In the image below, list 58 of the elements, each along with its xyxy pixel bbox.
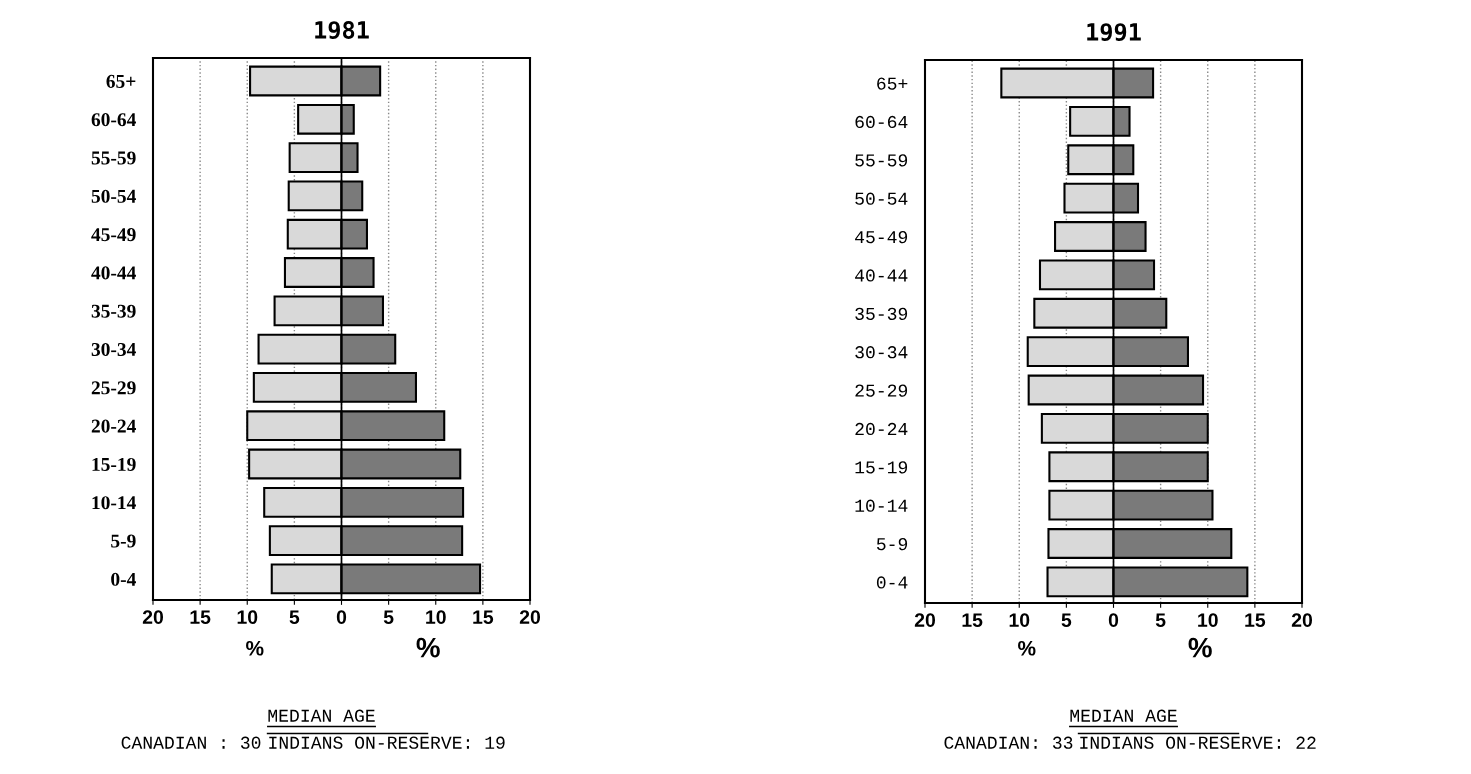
y-tick-label: 55-59: [855, 154, 908, 167]
x-tick-label: 15: [190, 610, 211, 624]
y-tick-label: 25-29: [855, 384, 908, 397]
x-tick-label: 5: [289, 610, 300, 624]
y-tick-label: 15-19: [855, 461, 908, 474]
text: INDIANS ON-RESERVE: 19: [269, 736, 505, 749]
text: %: [1188, 637, 1212, 658]
x-tick-label: 15: [1245, 613, 1266, 627]
x-tick-label: 15: [962, 613, 983, 627]
text: %: [416, 637, 440, 658]
x-tick-label: 20: [519, 610, 541, 624]
y-tick-label: 15-19: [92, 457, 136, 471]
y-tick-label: 10-14: [92, 496, 136, 510]
y-tick-label: 0-4: [111, 572, 136, 586]
text: CANADIAN: 33: [944, 736, 1073, 749]
y-tick-label: 5-9: [111, 534, 136, 548]
y-tick-label: 25-29: [91, 381, 136, 395]
y-tick-label: 30-34: [855, 346, 908, 359]
x-tick-label: 0: [336, 610, 347, 624]
y-tick-label: 40-44: [855, 269, 908, 282]
text: %: [246, 640, 264, 656]
y-tick-label: 45-49: [91, 228, 136, 242]
x-tick-label: 15: [473, 610, 494, 624]
chart-title: 1981: [315, 21, 369, 40]
y-tick-label: 35-39: [855, 307, 908, 320]
y-tick-label: 50-54: [855, 192, 908, 205]
x-tick-label: 20: [914, 613, 936, 627]
text: MEDIAN AGE: [1070, 709, 1177, 722]
x-tick-label: 20: [142, 610, 164, 624]
y-tick-label: 65+: [106, 74, 136, 88]
y-tick-label: 10-14: [855, 499, 908, 512]
x-tick-label: 10: [1198, 613, 1218, 627]
text: %: [1018, 640, 1036, 656]
y-tick-label: 60-64: [91, 113, 136, 127]
x-tick-label: 5: [1155, 613, 1166, 627]
y-tick-label: 40-44: [91, 266, 136, 280]
y-tick-label: 20-24: [855, 422, 908, 436]
text: CANADIAN : 30: [121, 736, 261, 749]
y-tick-label: 50-54: [91, 189, 136, 203]
y-tick-label: 45-49: [855, 230, 908, 244]
y-tick-label: 60-64: [855, 115, 908, 129]
x-tick-label: 10: [426, 610, 446, 624]
y-tick-label: 30-34: [91, 342, 136, 357]
x-tick-label: 20: [1291, 613, 1313, 627]
x-tick-label: 10: [1009, 613, 1030, 627]
x-tick-label: 0: [1108, 613, 1119, 627]
y-tick-label: 20-24: [91, 419, 136, 433]
text: MEDIAN AGE: [268, 709, 375, 722]
y-tick-label: 5-9: [876, 537, 908, 551]
x-tick-label: 5: [383, 610, 394, 624]
x-tick-label: 5: [1061, 613, 1072, 627]
y-tick-label: 55-59: [91, 151, 136, 165]
text: INDIANS ON-RESERVE: 22: [1080, 736, 1316, 749]
y-tick-label: 65+: [877, 77, 908, 90]
chart-title: 1991: [1087, 23, 1141, 42]
y-tick-label: 35-39: [91, 304, 136, 318]
x-tick-label: 10: [237, 610, 258, 624]
y-tick-label: 0-4: [876, 576, 908, 589]
